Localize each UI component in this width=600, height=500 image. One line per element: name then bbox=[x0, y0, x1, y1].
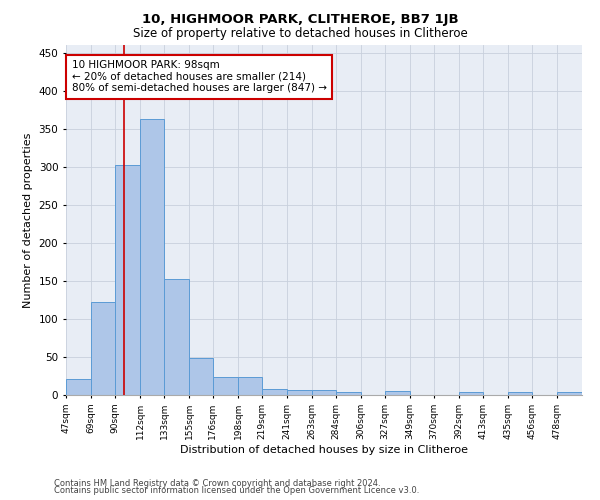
Bar bbox=[66, 379, 91, 395]
Text: Size of property relative to detached houses in Clitheroe: Size of property relative to detached ho… bbox=[133, 28, 467, 40]
Text: 10 HIGHMOOR PARK: 98sqm
← 20% of detached houses are smaller (214)
80% of semi-d: 10 HIGHMOOR PARK: 98sqm ← 20% of detache… bbox=[71, 60, 326, 94]
Bar bbox=[115, 165, 140, 395]
Bar bbox=[189, 358, 213, 395]
Bar bbox=[336, 392, 361, 395]
Text: Contains public sector information licensed under the Open Government Licence v3: Contains public sector information licen… bbox=[54, 486, 419, 495]
Bar bbox=[385, 391, 410, 395]
Bar bbox=[459, 392, 483, 395]
Bar bbox=[557, 392, 582, 395]
Y-axis label: Number of detached properties: Number of detached properties bbox=[23, 132, 33, 308]
Bar bbox=[287, 390, 312, 395]
Text: 10, HIGHMOOR PARK, CLITHEROE, BB7 1JB: 10, HIGHMOOR PARK, CLITHEROE, BB7 1JB bbox=[142, 12, 458, 26]
Bar bbox=[91, 302, 115, 395]
Bar bbox=[140, 119, 164, 395]
Bar bbox=[213, 376, 238, 395]
Bar bbox=[238, 376, 262, 395]
Bar bbox=[164, 280, 189, 395]
Bar bbox=[262, 389, 287, 395]
Text: Contains HM Land Registry data © Crown copyright and database right 2024.: Contains HM Land Registry data © Crown c… bbox=[54, 478, 380, 488]
Bar bbox=[508, 392, 532, 395]
X-axis label: Distribution of detached houses by size in Clitheroe: Distribution of detached houses by size … bbox=[180, 444, 468, 454]
Bar bbox=[312, 390, 336, 395]
